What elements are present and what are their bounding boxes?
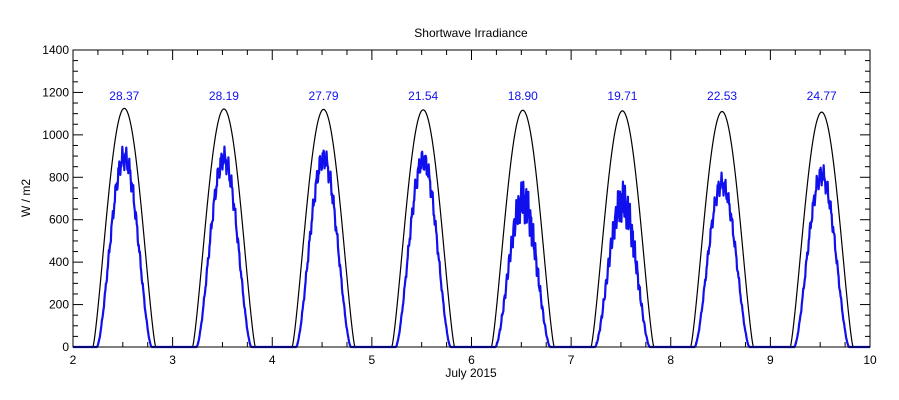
- daily-total-label: 19.71: [607, 89, 637, 103]
- y-tick-label: 1200: [42, 85, 69, 99]
- y-tick-label: 1400: [42, 43, 69, 57]
- x-tick-label: 6: [468, 353, 475, 367]
- daily-total-label: 21.54: [408, 89, 438, 103]
- series-layer: [72, 107, 871, 349]
- y-axis-label: W / m2: [19, 179, 33, 217]
- x-tick-label: 2: [70, 353, 77, 367]
- x-tick-label: 10: [863, 353, 877, 367]
- x-tick-label: 7: [568, 353, 575, 367]
- axis-ticks: [72, 49, 871, 348]
- daily-total-label: 28.37: [109, 89, 139, 103]
- x-tick-label: 4: [269, 353, 276, 367]
- daily-total-label: 27.79: [309, 89, 339, 103]
- y-tick-label: 800: [49, 170, 69, 184]
- x-tick-labels: 2 3 4 5 6 7 8 9 10: [70, 353, 877, 367]
- y-tick-label: 1000: [42, 128, 69, 142]
- measured-line: [72, 145, 871, 349]
- y-tick-label: 0: [62, 340, 69, 354]
- y-tick-label: 600: [49, 213, 69, 227]
- y-tick-labels: 0 200 400 600 800 1000 1200 1400: [42, 43, 69, 354]
- daily-total-label: 24.77: [807, 89, 837, 103]
- plot-frame: [72, 49, 871, 348]
- daily-total-label: 18.90: [508, 89, 538, 103]
- x-tick-label: 3: [169, 353, 176, 367]
- clear-sky-line: [73, 107, 870, 348]
- daily-total-labels: 28.37 28.19 27.79 21.54 18.90 19.71 22.53 24.77: [109, 89, 837, 103]
- daily-total-label: 28.19: [209, 89, 239, 103]
- chart-title: Shortwave Irradiance: [414, 26, 528, 40]
- y-tick-label: 200: [49, 298, 69, 312]
- x-tick-label: 8: [667, 353, 674, 367]
- x-axis-label: July 2015: [445, 366, 497, 380]
- daily-total-label: 22.53: [707, 89, 737, 103]
- x-tick-label: 5: [369, 353, 376, 367]
- x-tick-label: 9: [767, 353, 774, 367]
- y-tick-label: 400: [49, 255, 69, 269]
